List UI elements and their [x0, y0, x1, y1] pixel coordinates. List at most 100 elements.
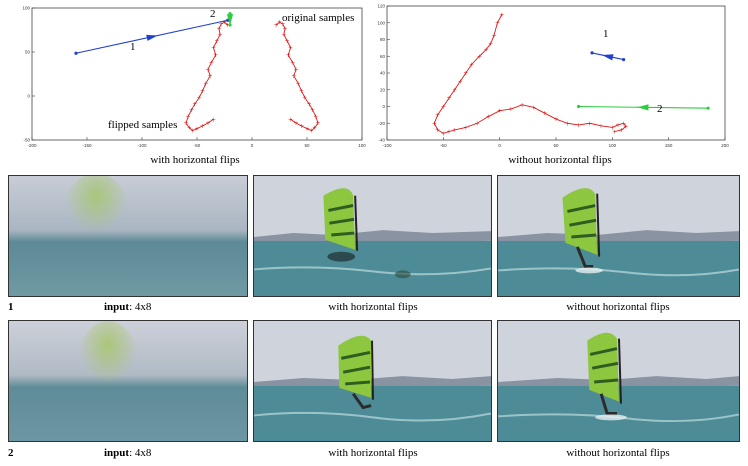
vector-arrowhead-2	[637, 104, 649, 111]
plot-with-flips: -200 -150 -100 -50 0 50 100 100 50 0 -50 + + + + + + + + + +…	[20, 0, 370, 149]
vector-start-2	[706, 106, 710, 110]
row2-input-image	[8, 320, 248, 442]
trajectory-point: +	[214, 38, 219, 45]
trajectory-point: +	[277, 19, 282, 26]
trajectory-point: +	[200, 88, 205, 95]
y-tick-label: 120	[377, 4, 385, 9]
trajectory-point: +	[441, 104, 446, 111]
x-tick-label: 0	[498, 143, 501, 148]
trajectory-point: +	[209, 60, 214, 67]
trajectory-point: +	[499, 11, 504, 18]
plot-without-flips-svg: -100 -50 0 50 100 150 200120100806040200-20-40…	[377, 4, 729, 149]
trajectory-point: +	[293, 66, 298, 73]
x-tick-label: -100	[137, 143, 147, 148]
y-tick-label: 40	[380, 71, 386, 76]
row1-without-flips-image	[497, 175, 740, 297]
y-tick-label: 80	[380, 37, 386, 42]
trajectory-point: +	[211, 45, 216, 52]
trajectory-line-1	[433, 14, 627, 134]
vector-start-1	[622, 58, 626, 62]
x-tick-label: 50	[553, 143, 559, 148]
row2-with-flips-image	[253, 320, 492, 442]
plot-without-flips: -100 -50 0 50 100 150 200 120 100 80 60 40 20 0 -20 -40…	[377, 0, 737, 149]
trajectory-point: +	[186, 113, 191, 120]
trajectory-point: +	[486, 114, 491, 121]
trajectory-point: +	[495, 20, 500, 27]
row1-input-label: input: 4x8	[104, 301, 151, 313]
trajectory-point: +	[452, 87, 457, 94]
trajectory-point: +	[211, 116, 216, 123]
x-tick-label: 100	[358, 143, 366, 148]
y-tick-label: 0	[27, 94, 30, 99]
x-tick-label: 150	[665, 143, 673, 148]
trajectory-point: +	[312, 125, 317, 132]
trajectory-point: +	[313, 113, 318, 120]
trajectory-point: +	[282, 26, 287, 33]
trajectory-point: +	[458, 78, 463, 85]
row2-caption-without-flips: without horizontal flips	[566, 447, 670, 459]
row1-input-label-rest: : 4x8	[129, 301, 152, 313]
vector-arrowhead-1	[146, 34, 158, 41]
trajectory-point: +	[280, 21, 285, 28]
x-tick-label: 50	[304, 143, 310, 148]
row1-input-label-bold: input	[104, 301, 130, 313]
trajectory-point: +	[203, 80, 208, 87]
x-tick-label: 0	[251, 143, 254, 148]
trajectory-point: +	[286, 52, 291, 59]
vector-start-1	[74, 51, 78, 55]
trajectory-point: +	[612, 129, 617, 136]
trajectory-point: +	[484, 47, 489, 54]
trajectory-point: +	[576, 122, 581, 129]
x-tick-label: -200	[27, 143, 37, 148]
trajectory-point: +	[477, 53, 482, 60]
trajectory-point: +	[222, 19, 227, 26]
trajectory-point: +	[542, 110, 547, 117]
y-tick-label: 0	[382, 104, 385, 109]
trajectory-point: +	[432, 120, 437, 127]
trajectory-point: +	[463, 70, 468, 77]
row1-input-image	[8, 175, 248, 297]
trajectory-point: +	[435, 127, 440, 134]
trajectory-point: +	[302, 95, 307, 102]
trajectory-point: +	[285, 38, 290, 45]
trajectory-point: +	[492, 32, 497, 39]
trajectory-line-1	[275, 21, 319, 132]
row1-caption-without-flips: without horizontal flips	[566, 301, 670, 313]
trajectory-point: +	[208, 73, 213, 80]
trajectory-point: +	[475, 120, 480, 127]
plot-annotation: original samples	[282, 12, 354, 24]
trajectory-point: +	[435, 112, 440, 119]
trajectory-point: +	[623, 124, 628, 131]
trajectory-point: +	[291, 73, 296, 80]
trajectory-line-2	[185, 21, 229, 132]
trajectory-point: +	[452, 127, 457, 134]
vector-label-1: 1	[603, 28, 609, 40]
trajectory-point: +	[553, 116, 558, 123]
trajectory-point: +	[189, 107, 194, 114]
trajectory-point: +	[508, 106, 513, 113]
plot-annotation: flipped samples	[108, 119, 177, 131]
trajectory-point: +	[187, 125, 192, 132]
trajectory-point: +	[200, 123, 205, 130]
vector-label-1: 1	[130, 41, 136, 53]
trajectory-point: +	[469, 62, 474, 69]
row1-caption-with-flips: with horizontal flips	[328, 301, 418, 313]
plot-without-flips-caption: without horizontal flips	[508, 154, 612, 166]
vector-end-2	[576, 104, 581, 109]
trajectory-point: +	[610, 124, 615, 131]
trajectory-point: +	[531, 104, 536, 111]
vector-arrowhead-2	[226, 14, 234, 26]
y-tick-label: -50	[23, 138, 30, 143]
trajectory-point: +	[446, 95, 451, 102]
trajectory-point: +	[309, 128, 314, 135]
trajectory-point: +	[619, 127, 624, 134]
x-tick-label: 100	[609, 143, 617, 148]
trajectory-point: +	[565, 120, 570, 127]
vector-arrowhead-1	[601, 54, 614, 61]
x-tick-label: -50	[440, 143, 447, 148]
x-tick-label: 200	[721, 143, 729, 148]
y-tick-label: 60	[380, 54, 386, 59]
x-tick-label: -150	[82, 143, 92, 148]
trajectory-point: +	[290, 60, 295, 67]
row1-with-flips-image	[253, 175, 492, 297]
